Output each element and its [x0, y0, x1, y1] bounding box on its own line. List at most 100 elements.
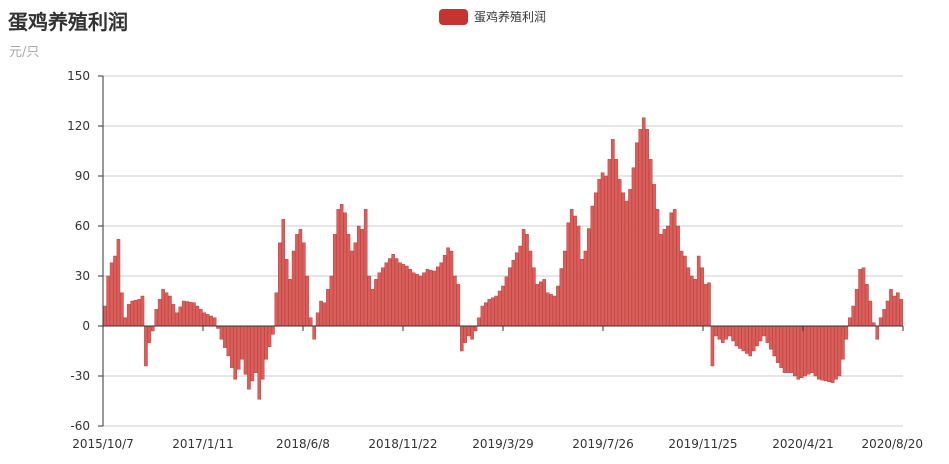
- bar[interactable]: [398, 262, 402, 327]
- bar[interactable]: [786, 325, 790, 373]
- legend[interactable]: 蛋鸡养殖利润: [439, 8, 546, 25]
- bar[interactable]: [899, 299, 904, 327]
- bar[interactable]: [453, 275, 457, 327]
- bar[interactable]: [178, 306, 183, 327]
- bar[interactable]: [394, 258, 399, 327]
- bar[interactable]: [848, 317, 852, 327]
- bar[interactable]: [480, 305, 485, 327]
- bar[interactable]: [865, 284, 869, 327]
- bar[interactable]: [755, 325, 759, 347]
- bar[interactable]: [494, 295, 498, 327]
- bar[interactable]: [363, 209, 368, 327]
- bar[interactable]: [889, 289, 893, 327]
- bar[interactable]: [497, 290, 502, 327]
- bar[interactable]: [738, 325, 742, 349]
- bar[interactable]: [247, 325, 251, 390]
- bar[interactable]: [370, 289, 375, 327]
- bar[interactable]: [288, 279, 292, 327]
- bar[interactable]: [353, 242, 358, 327]
- bar[interactable]: [223, 325, 227, 348]
- bar[interactable]: [690, 275, 694, 327]
- bar[interactable]: [875, 325, 880, 340]
- bar[interactable]: [803, 325, 807, 377]
- bar[interactable]: [727, 325, 732, 337]
- bar[interactable]: [175, 312, 179, 327]
- bar[interactable]: [291, 250, 296, 327]
- bar[interactable]: [645, 129, 649, 327]
- bar[interactable]: [631, 167, 636, 327]
- bar[interactable]: [823, 325, 828, 382]
- bar[interactable]: [844, 325, 849, 340]
- bar[interactable]: [593, 192, 598, 327]
- bar[interactable]: [236, 325, 241, 370]
- bar[interactable]: [628, 189, 632, 327]
- bar[interactable]: [528, 250, 533, 327]
- bar[interactable]: [484, 302, 488, 327]
- bar[interactable]: [188, 301, 193, 327]
- bar[interactable]: [820, 325, 825, 381]
- bar[interactable]: [302, 242, 306, 327]
- bar[interactable]: [604, 175, 608, 327]
- bar[interactable]: [315, 312, 320, 327]
- bar[interactable]: [892, 295, 897, 327]
- bar[interactable]: [487, 299, 492, 327]
- bar[interactable]: [271, 325, 275, 335]
- bar[interactable]: [566, 222, 570, 327]
- bar[interactable]: [511, 259, 516, 327]
- bar[interactable]: [144, 325, 148, 367]
- bar[interactable]: [569, 209, 574, 327]
- bar[interactable]: [449, 250, 454, 327]
- bar[interactable]: [109, 262, 114, 327]
- bar[interactable]: [326, 289, 330, 327]
- bar[interactable]: [137, 299, 141, 327]
- bar[interactable]: [563, 250, 567, 327]
- bar[interactable]: [841, 325, 845, 360]
- bar[interactable]: [762, 325, 766, 337]
- bar[interactable]: [147, 325, 152, 343]
- bar[interactable]: [830, 325, 835, 383]
- bar[interactable]: [257, 325, 261, 400]
- bar[interactable]: [229, 325, 234, 368]
- bar[interactable]: [514, 252, 519, 327]
- bar[interactable]: [614, 159, 619, 327]
- bar[interactable]: [532, 267, 536, 327]
- bar[interactable]: [226, 325, 231, 357]
- bar[interactable]: [460, 325, 464, 352]
- bar[interactable]: [343, 212, 347, 327]
- bar[interactable]: [192, 302, 196, 327]
- bar[interactable]: [336, 209, 340, 327]
- bar[interactable]: [415, 274, 419, 327]
- bar[interactable]: [549, 294, 553, 327]
- bar[interactable]: [896, 292, 900, 327]
- bar[interactable]: [446, 247, 450, 327]
- bar[interactable]: [130, 300, 134, 327]
- bar[interactable]: [714, 325, 718, 337]
- bar[interactable]: [779, 325, 783, 368]
- bar[interactable]: [212, 317, 217, 327]
- bar[interactable]: [243, 325, 248, 375]
- bar[interactable]: [769, 325, 773, 350]
- bar[interactable]: [587, 228, 591, 327]
- bar[interactable]: [765, 325, 770, 343]
- bar[interactable]: [264, 325, 268, 360]
- bar[interactable]: [209, 315, 213, 327]
- bar[interactable]: [123, 317, 128, 327]
- bar[interactable]: [638, 129, 643, 327]
- bar[interactable]: [439, 262, 443, 327]
- bar[interactable]: [552, 295, 557, 327]
- bar[interactable]: [810, 325, 814, 373]
- bar[interactable]: [199, 309, 203, 327]
- bar[interactable]: [319, 300, 323, 327]
- bar[interactable]: [181, 300, 186, 327]
- bar[interactable]: [133, 299, 138, 327]
- bar[interactable]: [254, 325, 258, 373]
- bar[interactable]: [669, 212, 673, 327]
- bar[interactable]: [357, 225, 361, 327]
- bar[interactable]: [827, 325, 831, 383]
- bar[interactable]: [679, 250, 684, 327]
- bar[interactable]: [470, 325, 474, 340]
- bar[interactable]: [700, 267, 704, 327]
- bar[interactable]: [322, 302, 327, 327]
- bar[interactable]: [573, 215, 577, 327]
- bar[interactable]: [741, 325, 746, 352]
